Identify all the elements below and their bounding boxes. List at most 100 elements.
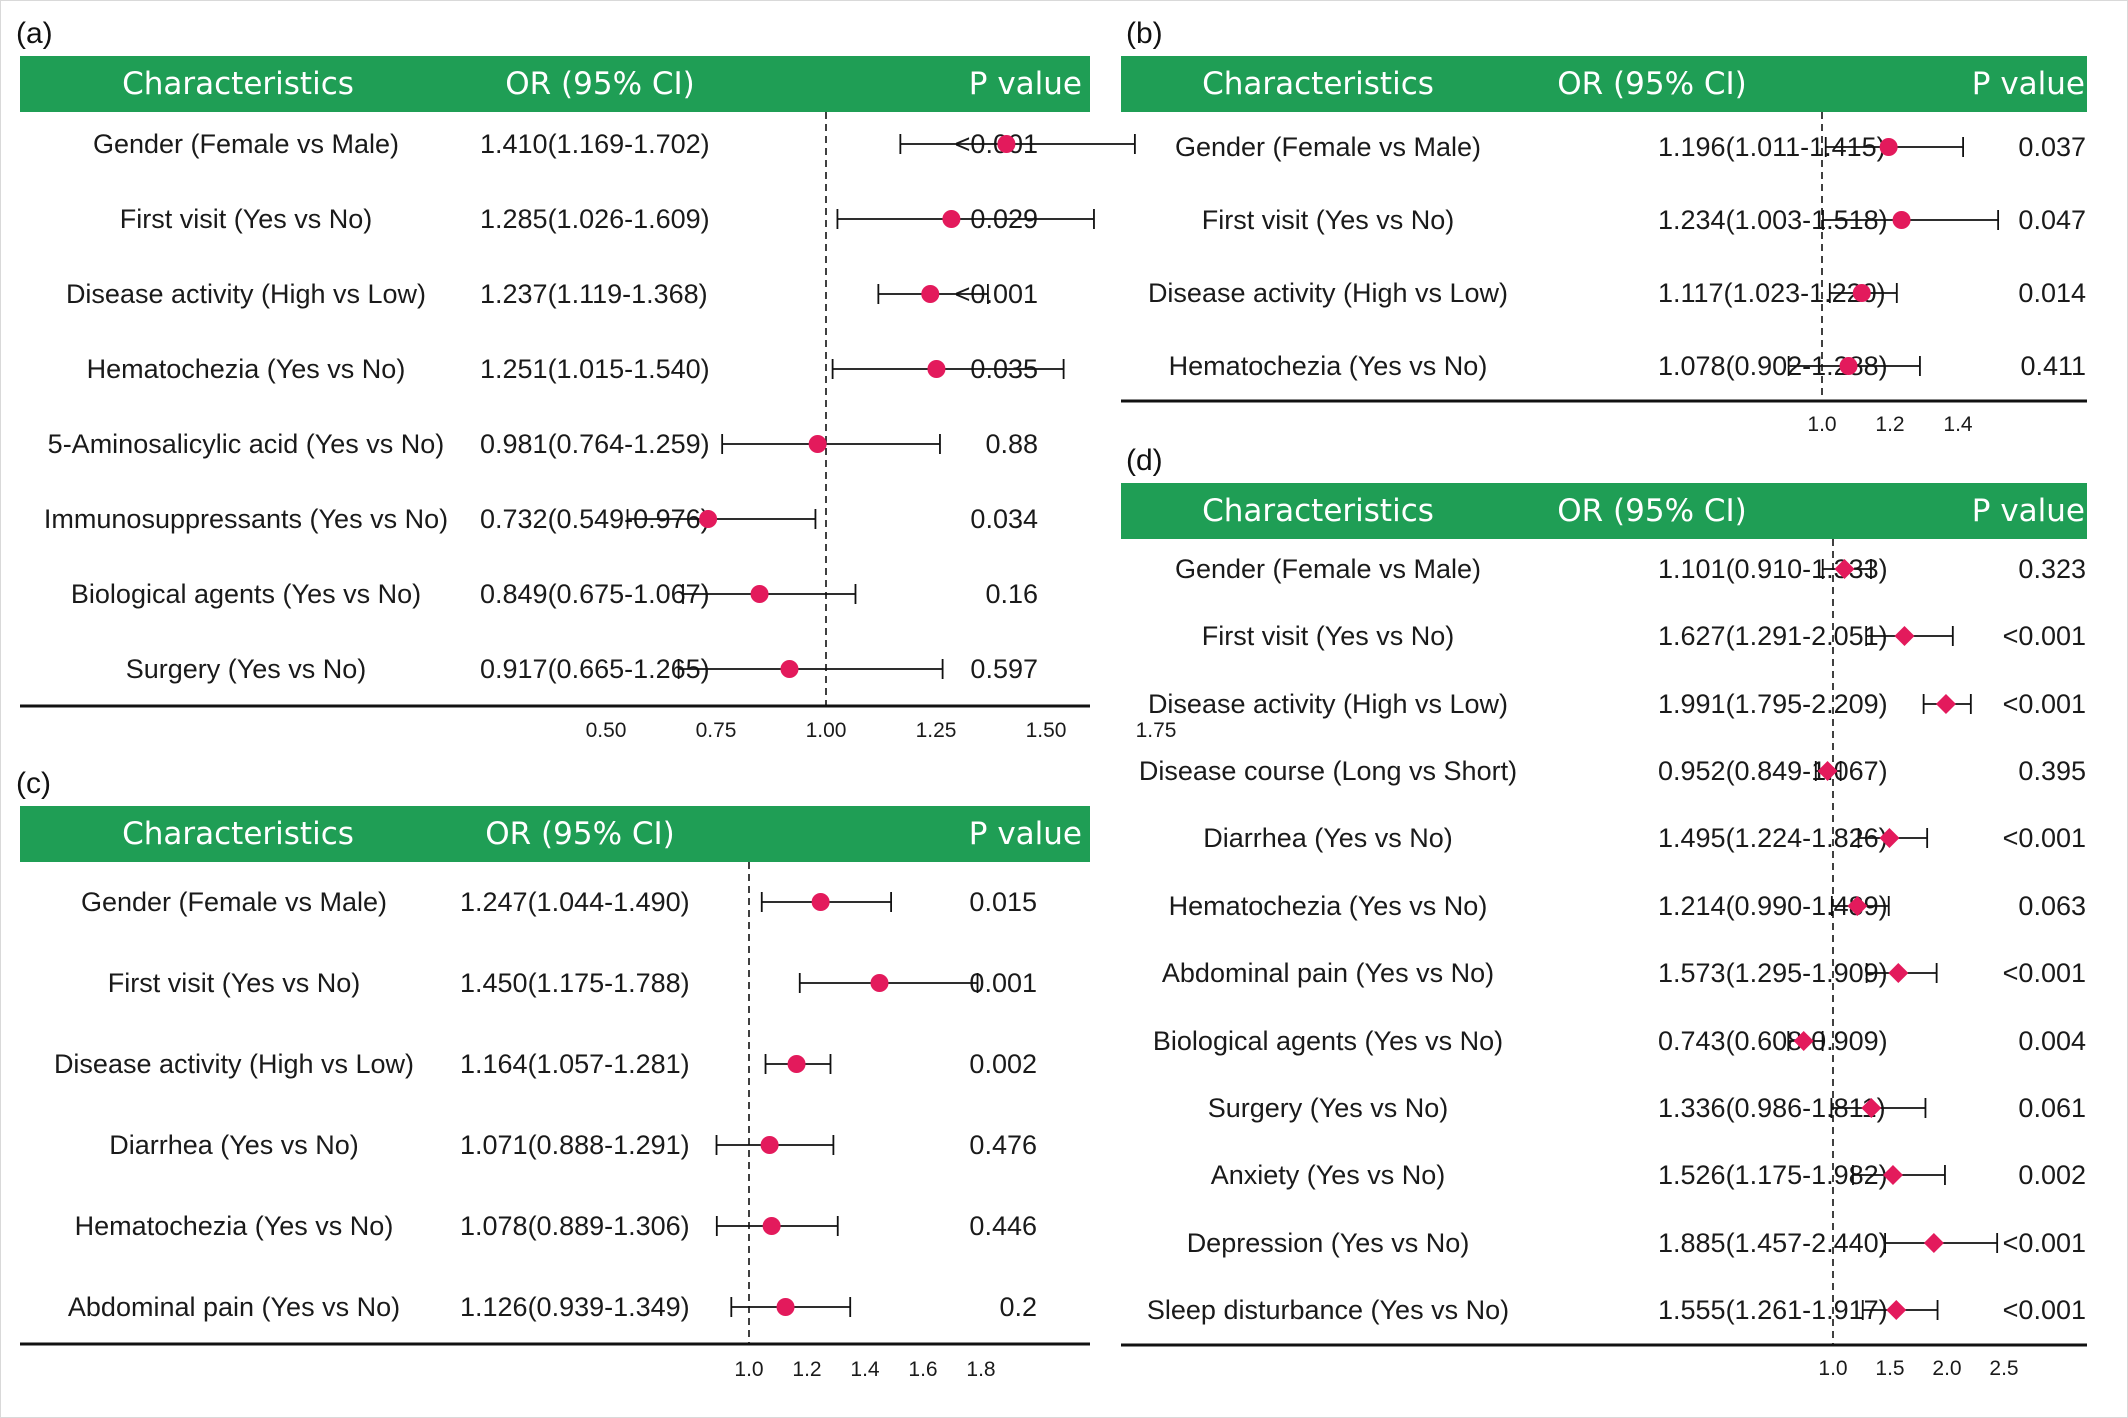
row-label: First visit (Yes vs No) <box>1202 205 1455 235</box>
x-tick-label: 1.5 <box>1875 1357 1904 1380</box>
p-value: 0.2 <box>999 1292 1037 1322</box>
row-label: Surgery (Yes vs No) <box>1208 1093 1449 1123</box>
or-point-marker <box>1847 896 1868 916</box>
x-tick-label: 1.0 <box>1807 413 1836 436</box>
or-point-marker <box>811 893 830 911</box>
or-point-marker <box>1935 694 1956 714</box>
forest-panel-c: (c) Characteristics OR (95% CI) P value Gend… <box>16 767 1090 1381</box>
row-label: 5-Aminosalicylic acid (Yes vs No) <box>48 429 445 459</box>
p-value: 0.446 <box>969 1211 1037 1241</box>
column-header-or-ci: OR (95% CI) <box>505 66 695 102</box>
x-tick-label: 1.25 <box>916 719 957 742</box>
column-header-or-ci: OR (95% CI) <box>1557 66 1747 102</box>
or-point-marker <box>699 510 718 528</box>
column-header-or-ci: OR (95% CI) <box>1557 493 1747 529</box>
x-tick-label: 2.5 <box>1989 1357 2018 1380</box>
p-value: 0.002 <box>2018 1160 2086 1190</box>
column-header-p-value: P value <box>969 816 1082 852</box>
or-ci-value: 1.885(1.457-2.440) <box>1658 1228 1888 1258</box>
p-value: 0.037 <box>2018 132 2086 162</box>
or-ci-value: 1.247(1.044-1.490) <box>460 887 690 917</box>
or-ci-value: 0.849(0.675-1.067) <box>480 579 710 609</box>
x-tick-label: 1.0 <box>1818 1357 1847 1380</box>
p-value: 0.323 <box>2018 554 2086 584</box>
p-value: 0.015 <box>969 887 1037 917</box>
x-tick-label: 1.2 <box>792 1358 821 1381</box>
or-ci-value: 1.573(1.295-1.909) <box>1658 958 1888 988</box>
p-value: 0.047 <box>2018 205 2086 235</box>
row-label: Biological agents (Yes vs No) <box>1153 1026 1503 1056</box>
or-ci-value: 1.450(1.175-1.788) <box>460 968 690 998</box>
table-header-bar <box>20 56 1090 112</box>
forest-panel-a: (a) Characteristics OR (95% CI) P value Gend… <box>16 17 1176 742</box>
p-value: <0.001 <box>2003 621 2086 651</box>
row-label: First visit (Yes vs No) <box>1202 621 1455 651</box>
column-header-characteristics: Characteristics <box>122 66 354 102</box>
or-point-marker <box>787 1055 806 1073</box>
row-label: Anxiety (Yes vs No) <box>1211 1160 1446 1190</box>
row-label: Gender (Female vs Male) <box>81 887 387 917</box>
or-ci-value: 1.627(1.291-2.051) <box>1658 621 1888 651</box>
panel-label: (d) <box>1126 444 1163 477</box>
row-label: Hematochezia (Yes vs No) <box>75 1211 394 1241</box>
or-point-marker <box>1861 1098 1882 1118</box>
row-label: Depression (Yes vs No) <box>1187 1228 1470 1258</box>
row-label: Abdominal pain (Yes vs No) <box>1162 958 1494 988</box>
or-ci-value: 1.237(1.119-1.368) <box>480 279 708 309</box>
table-header-bar <box>1121 56 2087 112</box>
or-point-marker <box>762 1217 781 1235</box>
p-value: 0.002 <box>969 1049 1037 1079</box>
p-value: 0.597 <box>970 654 1038 684</box>
p-value: <0.001 <box>2003 958 2086 988</box>
p-value: 0.004 <box>2018 1026 2086 1056</box>
or-ci-value: 1.251(1.015-1.540) <box>480 354 710 384</box>
x-tick-label: 1.8 <box>966 1358 995 1381</box>
column-header-characteristics: Characteristics <box>1202 493 1434 529</box>
or-ci-value: 0.917(0.665-1.265) <box>480 654 710 684</box>
column-header-p-value: P value <box>1972 66 2085 102</box>
or-ci-value: 0.743(0.608-0.909) <box>1658 1026 1888 1056</box>
x-tick-label: 2.0 <box>1932 1357 1961 1380</box>
p-value: 0.411 <box>2020 351 2086 381</box>
or-point-marker <box>1879 138 1898 156</box>
row-label: Disease activity (High vs Low) <box>54 1049 414 1079</box>
p-value: 0.001 <box>969 968 1037 998</box>
or-point-marker <box>750 585 769 603</box>
x-tick-label: 1.2 <box>1875 413 1904 436</box>
row-label: First visit (Yes vs No) <box>108 968 361 998</box>
x-tick-label: 1.75 <box>1136 719 1177 742</box>
or-point-marker <box>1888 963 1909 983</box>
or-ci-value: 1.526(1.175-1.982) <box>1658 1160 1888 1190</box>
or-ci-value: 1.078(0.889-1.306) <box>460 1211 690 1241</box>
or-point-marker <box>1894 626 1915 646</box>
p-value: <0.001 <box>2003 1295 2086 1325</box>
p-value: 0.063 <box>2018 891 2086 921</box>
or-point-marker <box>760 1136 779 1154</box>
column-header-or-ci: OR (95% CI) <box>485 816 675 852</box>
p-value: 0.16 <box>985 579 1038 609</box>
x-tick-label: 1.4 <box>1943 413 1973 436</box>
or-point-marker <box>1923 1233 1944 1253</box>
row-label: Disease activity (High vs Low) <box>66 279 426 309</box>
table-header-bar <box>20 806 1090 862</box>
or-point-marker <box>1793 1031 1814 1051</box>
column-header-characteristics: Characteristics <box>1202 66 1434 102</box>
or-ci-value: 1.410(1.169-1.702) <box>480 129 710 159</box>
or-ci-value: 1.164(1.057-1.281) <box>460 1049 690 1079</box>
p-value: <0.001 <box>2003 1228 2086 1258</box>
p-value: <0.001 <box>2003 689 2086 719</box>
or-point-marker <box>921 285 940 303</box>
x-tick-label: 0.50 <box>586 719 627 742</box>
p-value: 0.395 <box>2018 756 2086 786</box>
column-header-characteristics: Characteristics <box>122 816 354 852</box>
forest-panel-d: (d) Characteristics OR (95% CI) P value Gend… <box>1121 444 2087 1380</box>
row-label: Sleep disturbance (Yes vs No) <box>1147 1295 1509 1325</box>
x-tick-label: 1.4 <box>850 1358 880 1381</box>
or-ci-value: 1.991(1.795-2.209) <box>1658 689 1888 719</box>
or-point-marker <box>1879 828 1900 848</box>
row-label: Biological agents (Yes vs No) <box>71 579 421 609</box>
x-tick-label: 1.00 <box>806 719 847 742</box>
or-point-marker <box>1817 761 1838 781</box>
or-ci-value: 0.952(0.849-1.067) <box>1658 756 1888 786</box>
p-value: 0.88 <box>985 429 1038 459</box>
